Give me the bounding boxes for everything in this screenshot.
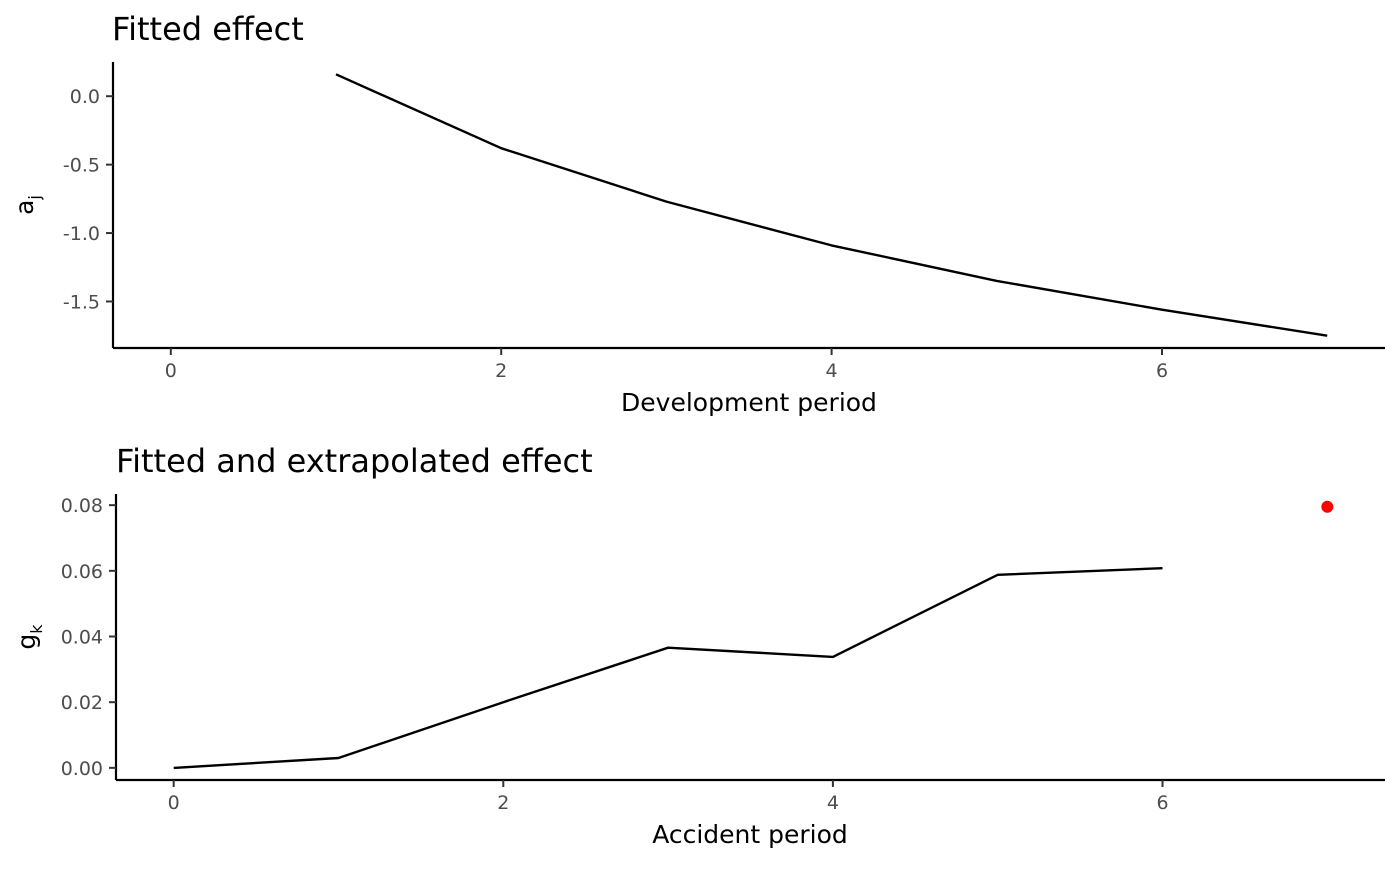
y-tick-label: 0.06 (61, 561, 103, 583)
svg-text:aj: aj (10, 195, 44, 215)
x-tick-label: 4 (826, 360, 838, 382)
x-axis-ticks: 0 2 4 6 (165, 348, 1168, 382)
panel-fitted-extrapolated-effect: Fitted and extrapolated effect 0.000.020… (12, 442, 1385, 849)
y-tick-label: 0.02 (61, 692, 103, 714)
series-line (173, 567, 1163, 770)
extrapolated-points (1321, 500, 1334, 513)
x-tick-label: 2 (497, 792, 509, 814)
y-tick-label: -1.0 (63, 223, 100, 245)
svg-text:gk: gk (12, 624, 46, 650)
x-tick-label: 0 (168, 792, 180, 814)
panel-fitted-effect: Fitted effect 0.0 -0.5 -1.0 -1.5 0 2 4 6 Devel… (10, 10, 1385, 417)
y-tick-label: -0.5 (63, 155, 100, 177)
chart-title: Fitted effect (112, 10, 304, 48)
y-tick-label: 0.04 (61, 627, 103, 649)
y-tick-label: 0.00 (61, 758, 103, 780)
x-axis-label: Accident period (652, 820, 848, 849)
y-tick-label: 0.08 (61, 495, 103, 517)
y-tick-label: -1.5 (63, 291, 100, 313)
x-tick-label: 0 (165, 360, 177, 382)
y-axis-label-subscript: k (27, 624, 46, 634)
y-axis-label-main: g (12, 634, 41, 650)
series-line (335, 73, 1328, 337)
y-axis-ticks: 0.0 -0.5 -1.0 -1.5 (63, 86, 113, 313)
y-axis-label-main: a (10, 200, 39, 215)
y-axis-label: aj (10, 195, 44, 215)
y-axis-ticks: 0.00 0.02 0.04 0.06 0.08 (61, 495, 116, 780)
y-tick-label: 0.0 (70, 86, 100, 108)
y-axis-label: gk (12, 624, 46, 650)
x-tick-label: 6 (1156, 360, 1168, 382)
x-tick-label: 6 (1156, 792, 1168, 814)
x-tick-label: 4 (827, 792, 839, 814)
x-axis-label: Development period (621, 388, 877, 417)
chart-title: Fitted and extrapolated effect (116, 442, 593, 480)
extrapolated-point (1321, 500, 1334, 513)
y-axis-label-subscript: j (25, 195, 44, 200)
x-axis-ticks: 0 2 4 6 (168, 780, 1169, 814)
x-tick-label: 2 (495, 360, 507, 382)
